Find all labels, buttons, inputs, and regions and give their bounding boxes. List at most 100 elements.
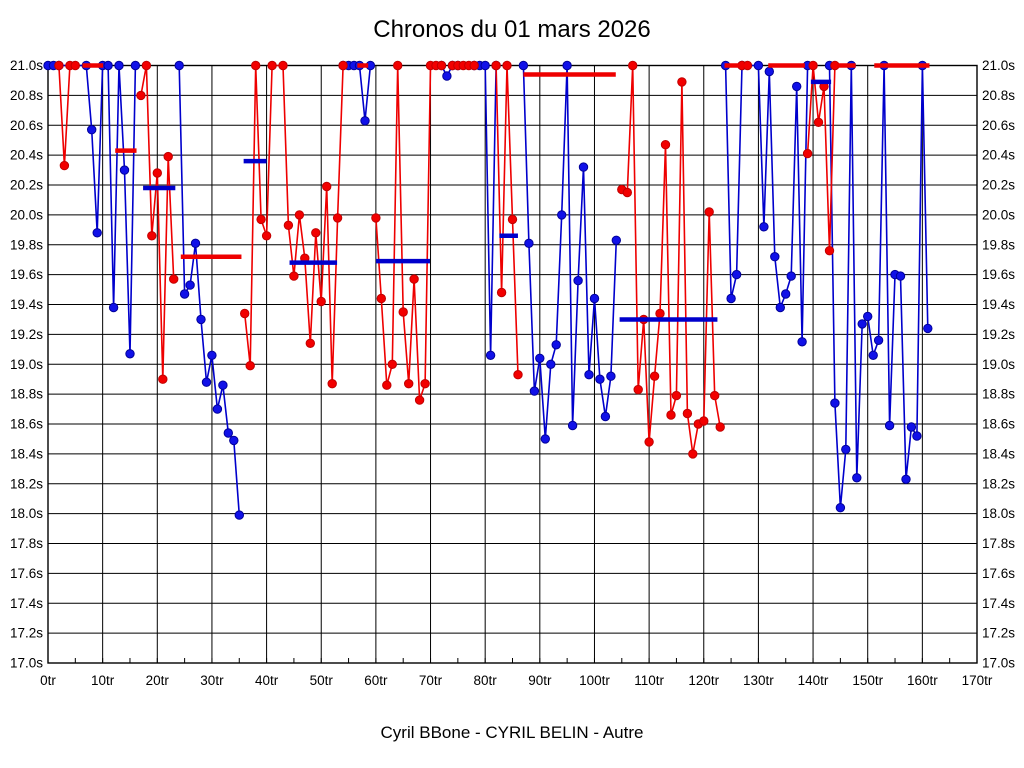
blue-lap-time-point: [119, 165, 130, 175]
red-lap-time-point: [502, 60, 512, 71]
blue-lap-time-point: [792, 81, 802, 92]
x-axis-tick-label: 80tr: [474, 673, 498, 688]
red-lap-time-point: [267, 60, 277, 71]
blue-lap-time-point: [87, 125, 97, 135]
y-axis-tick-label-right: 20.6s: [982, 118, 1015, 133]
red-lap-time-point: [338, 60, 348, 71]
x-axis-tick-label: 110tr: [634, 673, 664, 688]
blue-lap-time-line: [828, 65, 929, 508]
blue-lap-time-point: [567, 420, 578, 431]
y-axis-tick-label-left: 17.2s: [10, 626, 43, 641]
blue-lap-time-point: [546, 359, 556, 369]
blue-lap-time-point: [125, 349, 135, 359]
y-axis-tick-label-right: 19.4s: [982, 297, 1015, 312]
red-lap-time-point: [169, 274, 179, 284]
blue-lap-time-point: [480, 60, 490, 71]
red-lap-time-point: [655, 308, 665, 319]
blue-lap-time-point: [797, 337, 807, 347]
blue-lap-time-point: [114, 60, 124, 71]
red-lap-time-line: [621, 65, 721, 455]
x-axis-tick-label: 100tr: [579, 673, 610, 688]
red-lap-time-point: [677, 77, 687, 87]
red-lap-time-line: [58, 64, 76, 166]
y-axis-tick-label-right: 18.0s: [982, 506, 1015, 521]
red-lap-time-point: [158, 374, 168, 384]
y-axis-tick-label-right: 17.4s: [982, 596, 1015, 611]
red-lap-time-point: [278, 60, 288, 71]
blue-lap-time-point: [726, 293, 736, 304]
red-lap-time-line: [375, 64, 442, 401]
x-axis-tick-label: 40tr: [255, 673, 279, 688]
x-axis-tick-label: 10tr: [91, 673, 115, 688]
y-axis-tick-label-left: 18.8s: [10, 387, 43, 402]
y-axis-tick-label-right: 20.8s: [982, 88, 1015, 103]
blue-lap-time-point: [835, 503, 846, 513]
y-axis-tick-label-right: 19.8s: [982, 237, 1015, 252]
blue-lap-time-point: [759, 222, 769, 232]
chart-title: Chronos du 01 mars 2026: [373, 16, 651, 43]
y-axis-tick-label-left: 19.4s: [10, 297, 43, 312]
blue-lap-time-line: [522, 65, 618, 439]
x-axis-tick-label: 130tr: [743, 673, 774, 688]
y-axis-tick-label-left: 20.4s: [10, 148, 43, 163]
red-lap-time-point: [622, 187, 632, 198]
blue-lap-time-point: [190, 238, 201, 249]
red-lap-time-point: [633, 384, 643, 395]
blue-lap-time-point: [857, 319, 867, 329]
red-lap-time-point: [409, 274, 419, 284]
blue-lap-time-point: [201, 377, 212, 387]
red-lap-time-point: [704, 207, 714, 217]
red-lap-time-point: [469, 60, 479, 71]
red-lap-time-point: [382, 380, 392, 390]
red-lap-time-point: [163, 151, 173, 162]
red-lap-time-point: [414, 395, 425, 405]
blue-lap-time-point: [535, 353, 545, 363]
blue-lap-time-point: [207, 350, 217, 360]
y-axis-tick-label-left: 17.0s: [10, 656, 43, 671]
blue-lap-time-point: [589, 293, 600, 304]
y-axis-tick-label-left: 19.2s: [10, 327, 43, 342]
blue-lap-time-point: [562, 60, 572, 71]
y-axis-tick-label-right: 17.0s: [982, 656, 1015, 671]
red-lap-time-point: [649, 371, 660, 381]
red-lap-time-point: [141, 60, 152, 71]
blue-lap-time-point: [360, 116, 370, 126]
x-axis-tick-label: 120tr: [688, 673, 719, 688]
blue-lap-time-point: [901, 474, 911, 484]
red-lap-time-point: [436, 60, 447, 71]
blue-lap-time-point: [578, 162, 589, 172]
red-lap-time-point: [54, 60, 64, 71]
blue-lap-time-point: [196, 314, 206, 325]
x-axis-tick-label: 30tr: [200, 673, 224, 688]
y-axis-tick-label-right: 20.0s: [982, 207, 1015, 222]
x-axis-tick-label: 90tr: [528, 673, 552, 688]
blue-lap-time-point: [130, 60, 141, 71]
red-lap-time-point: [261, 231, 272, 241]
y-axis-tick-label-right: 20.2s: [982, 178, 1015, 193]
red-lap-time-point: [393, 60, 403, 71]
blue-lap-time-point: [229, 435, 239, 446]
blue-lap-time-point: [218, 380, 228, 390]
blue-lap-time-point: [731, 269, 742, 280]
blue-lap-time-point: [573, 275, 583, 286]
red-lap-time-point: [420, 379, 430, 389]
blue-lap-time-point: [540, 434, 550, 444]
x-axis-tick-label: 0tr: [40, 673, 56, 688]
red-lap-time-point: [70, 60, 81, 71]
y-axis-tick-label-right: 17.8s: [982, 536, 1015, 551]
y-axis-tick-label-right: 19.6s: [982, 267, 1015, 282]
red-lap-time-point: [715, 422, 725, 432]
blue-lap-time-line: [178, 65, 241, 516]
blue-lap-time-point: [600, 411, 611, 422]
blue-lap-time-point: [770, 252, 780, 262]
blue-lap-time-point: [868, 350, 878, 360]
red-lap-time-point: [294, 210, 305, 220]
red-lap-time-point: [699, 416, 709, 426]
y-axis-tick-label-left: 20.0s: [10, 207, 43, 222]
x-axis-tick-label: 140tr: [798, 673, 829, 688]
red-lap-time-point: [376, 293, 386, 304]
blue-lap-time-point: [753, 60, 764, 71]
y-axis-tick-label-left: 21.0s: [10, 58, 43, 73]
red-lap-time-point: [256, 214, 266, 225]
blue-lap-time-point: [212, 404, 223, 414]
